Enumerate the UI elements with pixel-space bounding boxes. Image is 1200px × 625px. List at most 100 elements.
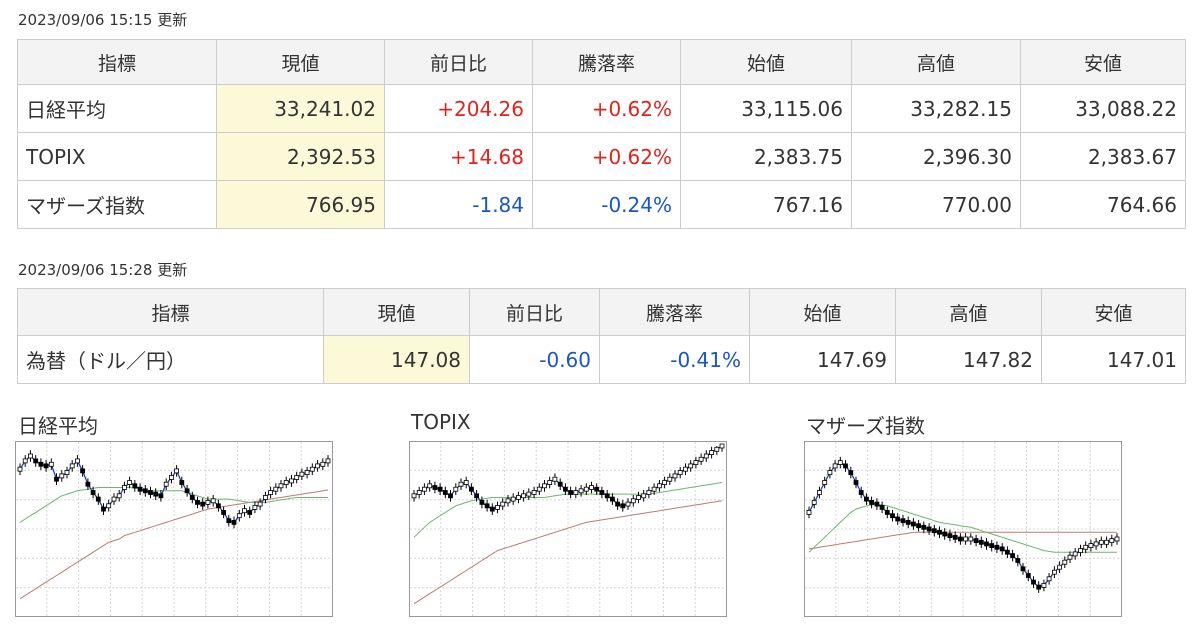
low-value: 147.01 xyxy=(1041,335,1186,384)
candle xyxy=(688,463,694,469)
candle xyxy=(495,505,500,510)
candle xyxy=(309,466,315,472)
candle xyxy=(952,534,958,540)
candle xyxy=(463,480,469,485)
table-row: マザーズ指数 766.95 -1.84 -0.24% 767.16 770.00… xyxy=(17,180,1186,229)
header-current: 現値 xyxy=(216,39,385,85)
candle xyxy=(200,501,206,507)
candle xyxy=(221,510,227,515)
candle xyxy=(320,461,326,467)
header-indicator: 指標 xyxy=(17,288,324,336)
chart-nikkei[interactable] xyxy=(15,441,333,617)
candle xyxy=(1041,582,1047,588)
candle xyxy=(80,468,85,474)
header-rate: 騰落率 xyxy=(532,39,681,85)
candle xyxy=(1051,569,1057,575)
candle xyxy=(273,486,279,492)
chart-title-mothers: マザーズ指数 xyxy=(806,414,925,438)
candle xyxy=(646,490,652,495)
candle xyxy=(205,500,211,505)
candle xyxy=(189,495,195,500)
ma-mid-line xyxy=(413,482,723,538)
chart-topix[interactable] xyxy=(409,441,727,617)
candle xyxy=(858,490,864,495)
candle xyxy=(521,493,526,499)
candle xyxy=(531,490,537,495)
ma-long-line xyxy=(413,500,723,605)
candle xyxy=(1046,576,1052,582)
candle xyxy=(168,475,174,480)
candle xyxy=(890,513,895,519)
candle xyxy=(578,488,584,494)
candle xyxy=(75,458,80,464)
candle xyxy=(22,458,28,464)
candle xyxy=(421,486,427,492)
candle xyxy=(505,498,511,504)
low-value: 33,088.22 xyxy=(1020,84,1186,133)
candle xyxy=(304,470,310,476)
candle xyxy=(703,453,709,459)
index-link-nikkei[interactable]: 日経平均 xyxy=(17,84,217,133)
candle xyxy=(33,458,39,464)
candle xyxy=(458,481,464,487)
candle xyxy=(604,493,610,499)
candle xyxy=(957,536,963,542)
header-change: 前日比 xyxy=(384,39,533,85)
candle xyxy=(101,506,106,512)
header-high: 高値 xyxy=(895,288,1042,336)
candle xyxy=(837,460,843,466)
candle xyxy=(142,488,148,494)
candle xyxy=(651,486,657,492)
candle xyxy=(179,480,185,485)
candle xyxy=(210,498,216,504)
rate-value: +0.62% xyxy=(532,84,681,133)
candle xyxy=(848,470,854,476)
candle xyxy=(615,501,621,507)
candle xyxy=(937,529,942,535)
candle xyxy=(942,531,948,537)
candle xyxy=(589,485,594,490)
candle xyxy=(641,493,647,499)
rate-value: +0.62% xyxy=(532,132,681,181)
candle xyxy=(620,503,626,509)
candle xyxy=(442,490,448,495)
candle xyxy=(656,483,662,489)
candle xyxy=(1078,548,1083,553)
candle xyxy=(48,461,54,467)
candle xyxy=(122,485,127,490)
candle xyxy=(111,496,117,502)
candle xyxy=(437,486,443,492)
candle xyxy=(869,500,874,505)
candle xyxy=(43,463,49,469)
candle xyxy=(806,510,812,515)
open-value: 33,115.06 xyxy=(680,84,852,133)
candle xyxy=(693,460,699,466)
candle xyxy=(247,510,253,515)
candle xyxy=(599,490,605,495)
candle xyxy=(294,475,300,480)
candle xyxy=(843,463,848,469)
candle xyxy=(526,491,532,497)
candle xyxy=(714,446,720,452)
candle xyxy=(1083,544,1089,550)
index-link-mothers[interactable]: マザーズ指数 xyxy=(17,180,217,229)
candle xyxy=(64,470,70,476)
candle xyxy=(1020,566,1026,572)
candle xyxy=(54,476,59,482)
candle xyxy=(257,501,263,507)
candle xyxy=(672,473,678,479)
candle xyxy=(1062,559,1068,565)
candle xyxy=(947,533,953,538)
candle xyxy=(989,543,995,548)
index-link-topix[interactable]: TOPIX xyxy=(17,132,217,181)
stock-index-table: 指標 現値 前日比 騰落率 始値 高値 安値 日経平均 33,241.02 +2… xyxy=(17,39,1186,229)
candle xyxy=(1098,539,1104,545)
candle xyxy=(484,503,490,509)
candle xyxy=(69,463,75,469)
high-value: 33,282.15 xyxy=(851,84,1021,133)
chart-mothers[interactable] xyxy=(804,441,1122,617)
candle xyxy=(231,520,237,525)
open-value: 767.16 xyxy=(680,180,852,229)
candle xyxy=(195,500,200,505)
candle xyxy=(1004,549,1010,555)
